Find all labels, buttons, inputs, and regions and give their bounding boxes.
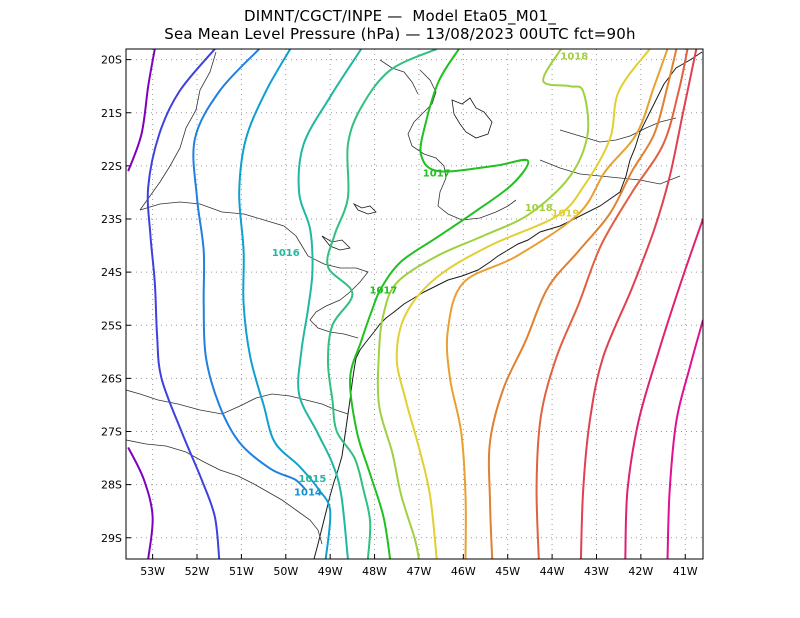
lat-tick-label: 28S (101, 479, 122, 492)
lat-tick-label: 23S (101, 213, 122, 226)
state-border-2 (379, 59, 419, 95)
contour-label: 1018 (560, 52, 588, 63)
lat-tick-label: 22S (101, 160, 122, 173)
lon-tick-label: 43W (584, 565, 609, 578)
isobar-1022 (535, 49, 689, 559)
map-frame (125, 48, 704, 560)
isobar-1020 (445, 49, 669, 559)
contour-label: 1019 (551, 208, 579, 219)
isobar-1015 (297, 49, 363, 559)
lon-tick-label: 53W (140, 565, 165, 578)
lon-tick-label: 52W (185, 565, 210, 578)
contour-label: 1017 (423, 169, 451, 180)
state-border-6 (126, 439, 323, 545)
lon-tick-label: 49W (318, 565, 343, 578)
lake-2 (321, 235, 351, 251)
isobar-1019 (395, 49, 651, 559)
isobar-1017 (349, 49, 530, 559)
lake-3 (352, 202, 377, 215)
lon-tick-label: 44W (540, 565, 565, 578)
latitude-labels: 20S 21S 22S 23S 24S 25S 26S 27S 28S 29S (101, 54, 122, 545)
lon-tick-label: 41W (673, 565, 698, 578)
lat-lon-grid (126, 49, 703, 559)
contour-label: 1014 (294, 487, 322, 498)
isobar-1013 (238, 49, 332, 559)
lat-tick-label: 25S (101, 319, 122, 332)
state-border-5 (126, 389, 349, 415)
isobar-1010 (127, 446, 154, 559)
lat-tick-label: 26S (101, 372, 122, 385)
isobar-1018 (376, 49, 590, 559)
state-border-1 (407, 69, 517, 221)
state-border-7 (539, 159, 681, 185)
lon-tick-label: 48W (362, 565, 387, 578)
lon-tick-label: 45W (495, 565, 520, 578)
isobar-1025 (666, 319, 703, 559)
lat-tick-label: 27S (101, 426, 122, 439)
isobar-1023 (579, 49, 698, 559)
longitude-labels: 53W 52W 51W 50W 49W 48W 47W 46W 45W 44W 43W 42W 41W (140, 565, 698, 578)
map-title: DIMNT/CGCT/INPE — Model Eta05_M01_ Sea M… (0, 7, 800, 43)
contour-label: 1016 (272, 248, 300, 259)
isobars (127, 49, 703, 559)
isobar-1012 (192, 49, 307, 491)
lat-tick-label: 21S (101, 107, 122, 120)
title-line-1: DIMNT/CGCT/INPE — Model Eta05_M01_ (243, 7, 557, 25)
lat-tick-label: 29S (101, 532, 122, 545)
state-border-4 (139, 201, 369, 339)
contour-label: 1018 (525, 203, 553, 214)
lon-tick-label: 50W (273, 565, 298, 578)
lon-tick-label: 46W (451, 565, 476, 578)
contour-label: 1017 (370, 285, 398, 296)
isobar-1021 (487, 49, 678, 559)
contour-label: 1015 (298, 474, 326, 485)
lon-tick-label: 42W (628, 565, 653, 578)
isobar-1010 (127, 49, 156, 172)
coastline (313, 51, 703, 559)
isobar-1024 (624, 218, 703, 559)
lat-tick-label: 20S (101, 54, 122, 67)
lon-tick-label: 47W (407, 565, 432, 578)
state-border-3 (139, 51, 217, 211)
isobar-1011 (146, 49, 221, 559)
political-boundaries (126, 51, 703, 559)
lake (451, 97, 493, 139)
isobar-1016 (326, 49, 438, 559)
lat-tick-label: 24S (101, 266, 122, 279)
lon-tick-label: 51W (229, 565, 254, 578)
title-line-2: Sea Mean Level Pressure (hPa) — 13/08/20… (164, 25, 636, 43)
